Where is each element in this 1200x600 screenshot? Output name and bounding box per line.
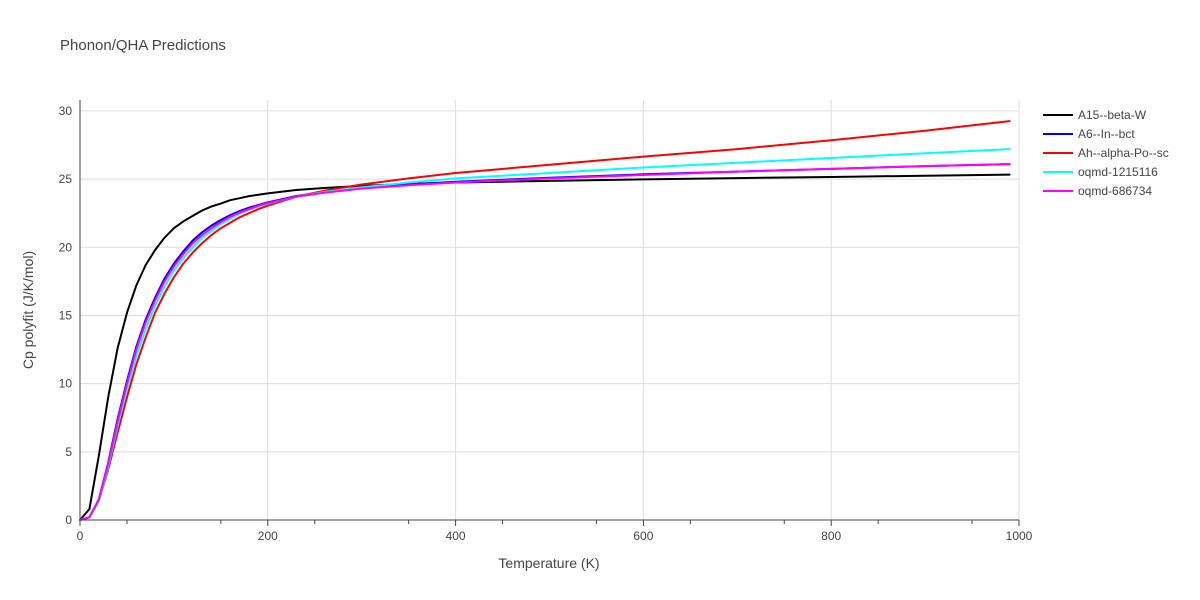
tick-labels: 0 200 400 600 800 1000 0 5 10 15 20 25 30 — [59, 104, 1033, 543]
series-line-oqmd-686734 — [79, 163, 1011, 521]
chart-title: Phonon/QHA Predictions — [60, 37, 226, 54]
legend-item[interactable]: oqmd-686734 — [1043, 184, 1152, 198]
legend-item[interactable]: A6--In--bct — [1043, 127, 1135, 141]
series-line-a15-beta-w — [79, 173, 1011, 521]
y-tick-label: 15 — [59, 308, 73, 322]
series-line-a6-in-bct — [79, 163, 1011, 521]
legend-label: A6--In--bct — [1078, 127, 1135, 141]
x-tick-label: 400 — [446, 529, 466, 543]
series-line-ah-alpha-po-sc — [79, 120, 1011, 521]
x-tick-label: 0 — [77, 529, 84, 543]
x-tick-label: 1000 — [1006, 529, 1033, 543]
legend-label: oqmd-1215116 — [1078, 165, 1158, 179]
legend-label: oqmd-686734 — [1078, 184, 1152, 198]
legend-label: A15--beta-W — [1078, 108, 1147, 122]
legend-item[interactable]: oqmd-1215116 — [1043, 165, 1158, 179]
y-tick-label: 0 — [65, 513, 72, 527]
legend-label: Ah--alpha-Po--sc — [1078, 146, 1169, 160]
gridlines — [80, 100, 1020, 520]
y-tick-label: 5 — [65, 445, 72, 459]
y-tick-label: 25 — [59, 172, 73, 186]
legend[interactable]: A15--beta-W A6--In--bct Ah--alpha-Po--sc oq… — [1043, 108, 1169, 198]
axes — [79, 100, 1020, 526]
x-tick-label: 200 — [258, 529, 278, 543]
x-axis-title: Temperature (K) — [498, 555, 599, 571]
y-tick-label: 10 — [59, 377, 73, 391]
series-line-oqmd-1215116 — [79, 148, 1011, 521]
legend-item[interactable]: Ah--alpha-Po--sc — [1043, 146, 1169, 160]
y-tick-label: 20 — [59, 240, 73, 254]
y-axis-title: Cp polyfit (J/K/mol) — [20, 251, 36, 369]
y-tick-label: 30 — [59, 104, 73, 118]
plot-series — [79, 120, 1011, 521]
x-tick-label: 600 — [633, 529, 653, 543]
x-tick-label: 800 — [821, 529, 841, 543]
legend-item[interactable]: A15--beta-W — [1043, 108, 1147, 122]
